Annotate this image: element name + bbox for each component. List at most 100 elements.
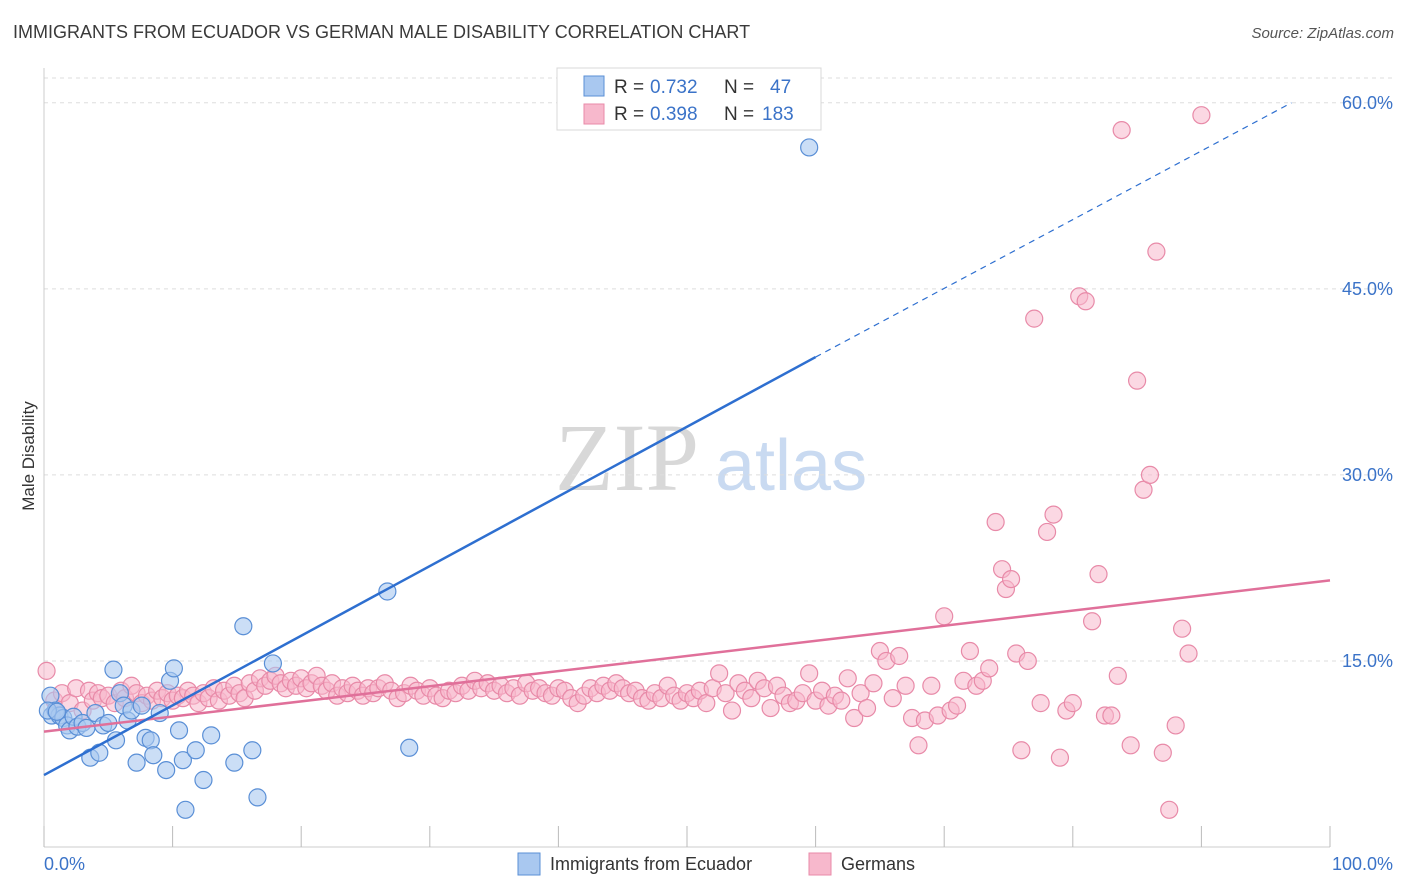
german-point: [1082, 612, 1102, 631]
bottom-legend-label-german: Germans: [841, 854, 915, 874]
source-label: Source: ZipAtlas.com: [1251, 25, 1394, 42]
german-point: [1192, 106, 1211, 125]
german-point: [1018, 651, 1037, 671]
german-point: [37, 661, 56, 680]
ecuador-point: [234, 617, 253, 636]
y-tick-label: 60.0%: [1342, 93, 1393, 113]
german-point: [1127, 371, 1147, 390]
german-point: [800, 664, 819, 683]
legend-swatch-german: [583, 103, 605, 125]
legend-r-label-ecuador: R =: [614, 77, 644, 98]
german-point: [761, 698, 780, 718]
watermark-zip: ZIP: [555, 404, 699, 511]
ecuador-point: [90, 743, 109, 762]
legend-n-label-ecuador: N =: [724, 77, 754, 98]
german-point: [947, 696, 967, 715]
legend-n-value-ecuador: 47: [770, 77, 791, 98]
german-point: [1153, 743, 1172, 762]
legend-n-label-german: N =: [724, 104, 754, 125]
legend-r-label-german: R =: [614, 104, 644, 125]
ecuador-point: [127, 753, 146, 772]
german-point: [1089, 565, 1108, 584]
ecuador-trend-extension: [815, 102, 1292, 358]
german-point: [883, 689, 902, 708]
ecuador-point: [132, 696, 151, 715]
ecuador-point: [169, 721, 189, 740]
y-tick-label: 30.0%: [1342, 465, 1393, 485]
german-point: [864, 674, 883, 693]
german-point: [845, 708, 864, 728]
german-point: [1140, 465, 1160, 485]
y-tick-label: 15.0%: [1342, 651, 1393, 671]
watermark-atlas: atlas: [715, 426, 867, 506]
legend-r-value-ecuador: 0.732: [650, 77, 698, 98]
ecuador-point: [164, 659, 183, 678]
legend-r-value-german: 0.398: [650, 104, 698, 125]
trend-lines: [43, 102, 1331, 777]
bottom-legend-swatch-ecuador: [517, 852, 541, 876]
bottom-legend-label-ecuador: Immigrants from Ecuador: [550, 854, 752, 874]
chart-title: IMMIGRANTS FROM ECUADOR VS GERMAN MALE D…: [13, 22, 750, 42]
german-point: [716, 684, 735, 703]
german-point: [890, 646, 909, 666]
german-point: [1147, 242, 1166, 261]
german-point: [1121, 736, 1140, 755]
ecuador-point: [173, 751, 192, 770]
ecuador-points: [38, 138, 819, 819]
german-point: [1173, 619, 1192, 638]
bottom-legend: Immigrants from Ecuador Germans: [517, 852, 915, 876]
german-point: [1031, 694, 1050, 713]
german-point: [722, 701, 742, 720]
ecuador-point: [144, 746, 163, 765]
german-point: [1102, 706, 1121, 725]
ecuador-point: [248, 788, 267, 807]
german-point: [909, 736, 928, 755]
german-point: [1160, 800, 1179, 819]
legend-n-value-german: 183: [762, 104, 794, 125]
ecuador-point: [157, 760, 176, 780]
german-point: [1063, 694, 1082, 713]
top-legend: R = 0.732 N = 47 R = 0.398 N = 183: [556, 67, 822, 131]
ecuador-point: [47, 702, 66, 721]
german-point: [896, 676, 915, 695]
german-point: [1112, 120, 1131, 140]
german-point: [1001, 569, 1021, 589]
german-point: [1037, 522, 1057, 542]
ecuador-point: [800, 138, 819, 157]
german-point: [1050, 748, 1070, 767]
x-tick-label: 0.0%: [44, 854, 85, 874]
german-point: [838, 669, 857, 688]
ecuador-point: [400, 738, 419, 757]
y-axis-label: Male Disability: [19, 401, 38, 511]
x-tick-label: 100.0%: [1332, 854, 1393, 874]
german-point: [935, 607, 954, 626]
legend-swatch-ecuador: [583, 75, 605, 97]
german-trend-line: [43, 579, 1331, 733]
y-tick-label: 45.0%: [1342, 279, 1393, 299]
german-point: [1166, 716, 1185, 735]
ecuador-point: [194, 770, 213, 790]
german-point: [1025, 309, 1044, 328]
ecuador-point: [104, 660, 123, 679]
german-point: [960, 641, 980, 661]
ecuador-point: [141, 731, 160, 750]
german-point: [1179, 644, 1198, 663]
german-point: [1108, 666, 1127, 685]
german-point: [986, 512, 1005, 532]
german-point: [742, 689, 761, 708]
gridlines: [44, 77, 1394, 662]
german-point: [1076, 292, 1095, 311]
ecuador-trend-line: [43, 355, 817, 777]
german-point: [922, 676, 941, 695]
bottom-legend-swatch-german: [808, 852, 832, 876]
german-point: [832, 691, 851, 710]
german-point: [1012, 741, 1031, 760]
y-tick-labels: 15.0% 30.0% 45.0% 60.0%: [1342, 93, 1393, 671]
german-point: [710, 664, 729, 683]
german-point: [980, 659, 999, 678]
ecuador-point: [176, 800, 195, 819]
ecuador-point: [243, 741, 262, 760]
ecuador-point: [225, 753, 244, 772]
ecuador-point: [186, 741, 205, 760]
